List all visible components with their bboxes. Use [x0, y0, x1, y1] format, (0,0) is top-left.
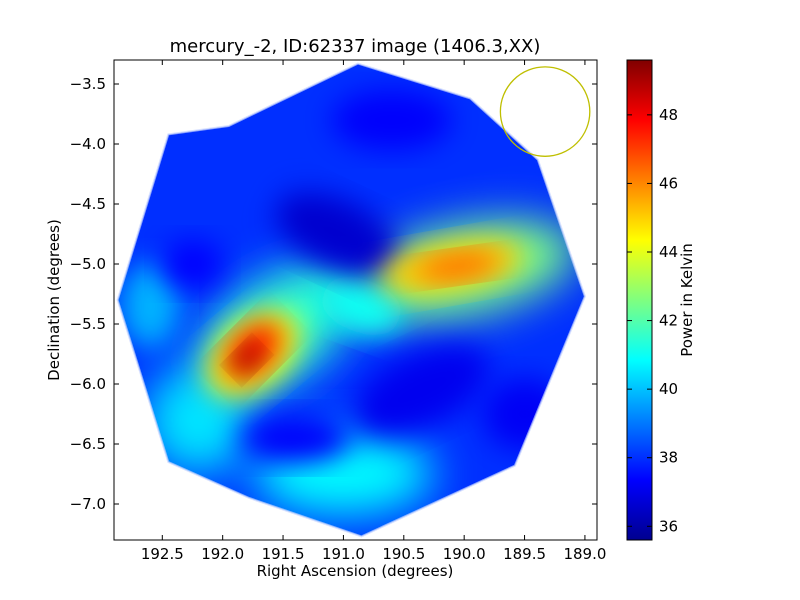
colorbar-tick-label: 48 — [659, 106, 678, 124]
heatmap-region — [162, 239, 223, 289]
heatmap-region — [320, 277, 403, 335]
x-tick-label: 190.0 — [443, 545, 486, 563]
y-tick-label: −5.0 — [70, 255, 106, 273]
heatmap-region — [240, 413, 350, 463]
y-tick-label: −6.0 — [70, 375, 106, 393]
y-tick-label: −4.5 — [70, 195, 106, 213]
x-tick-label: 191.0 — [322, 545, 365, 563]
colorbar-tick-label: 36 — [659, 517, 678, 535]
heatmap-image — [116, 62, 591, 538]
x-axis-label: Right Ascension (degrees) — [257, 562, 454, 580]
heatmap-region — [331, 89, 453, 151]
y-tick-label: −5.5 — [70, 315, 106, 333]
colorbar-tick-label: 38 — [659, 449, 678, 467]
heatmap-region — [120, 263, 181, 349]
x-tick-label: 192.5 — [141, 545, 184, 563]
colorbar-ticks: 36 38 40 42 44 46 48 — [627, 106, 678, 535]
y-tick-label: −6.5 — [70, 435, 106, 453]
colorbar-tick-label: 46 — [659, 174, 678, 192]
y-axis-ticks: −3.5 −4.0 −4.5 −5.0 −5.5 −6.0 −6.5 −7.0 — [70, 75, 597, 513]
heatmap-region — [482, 377, 567, 451]
plot-frame — [113, 59, 598, 541]
x-tick-label: 189.0 — [563, 545, 606, 563]
x-tick-label: 191.5 — [262, 545, 305, 563]
heatmap-region — [416, 253, 501, 280]
x-tick-label: 192.0 — [201, 545, 244, 563]
colorbar — [626, 59, 653, 541]
y-tick-label: −4.0 — [70, 135, 106, 153]
heatmap-region — [275, 192, 400, 276]
colorbar-tick-label: 40 — [659, 380, 678, 398]
y-axis-label: Declination (degrees) — [45, 219, 63, 381]
y-tick-label: −7.0 — [70, 495, 106, 513]
x-axis-ticks: 192.5 192.0 191.5 191.0 190.5 190.0 189.5 189.0 — [141, 60, 606, 563]
heatmap-region — [354, 345, 490, 435]
x-tick-label: 190.5 — [382, 545, 425, 563]
y-tick-label: −3.5 — [70, 75, 106, 93]
colorbar-tick-label: 44 — [659, 243, 678, 261]
colorbar-tick-label: 42 — [659, 312, 678, 330]
chart-title: mercury_-2, ID:62337 image (1406.3,XX) — [170, 36, 541, 57]
x-tick-label: 189.5 — [503, 545, 546, 563]
beam-circle — [499, 66, 591, 157]
heatmap-region — [234, 347, 260, 373]
colorbar-label: Power in Kelvin — [678, 243, 696, 357]
